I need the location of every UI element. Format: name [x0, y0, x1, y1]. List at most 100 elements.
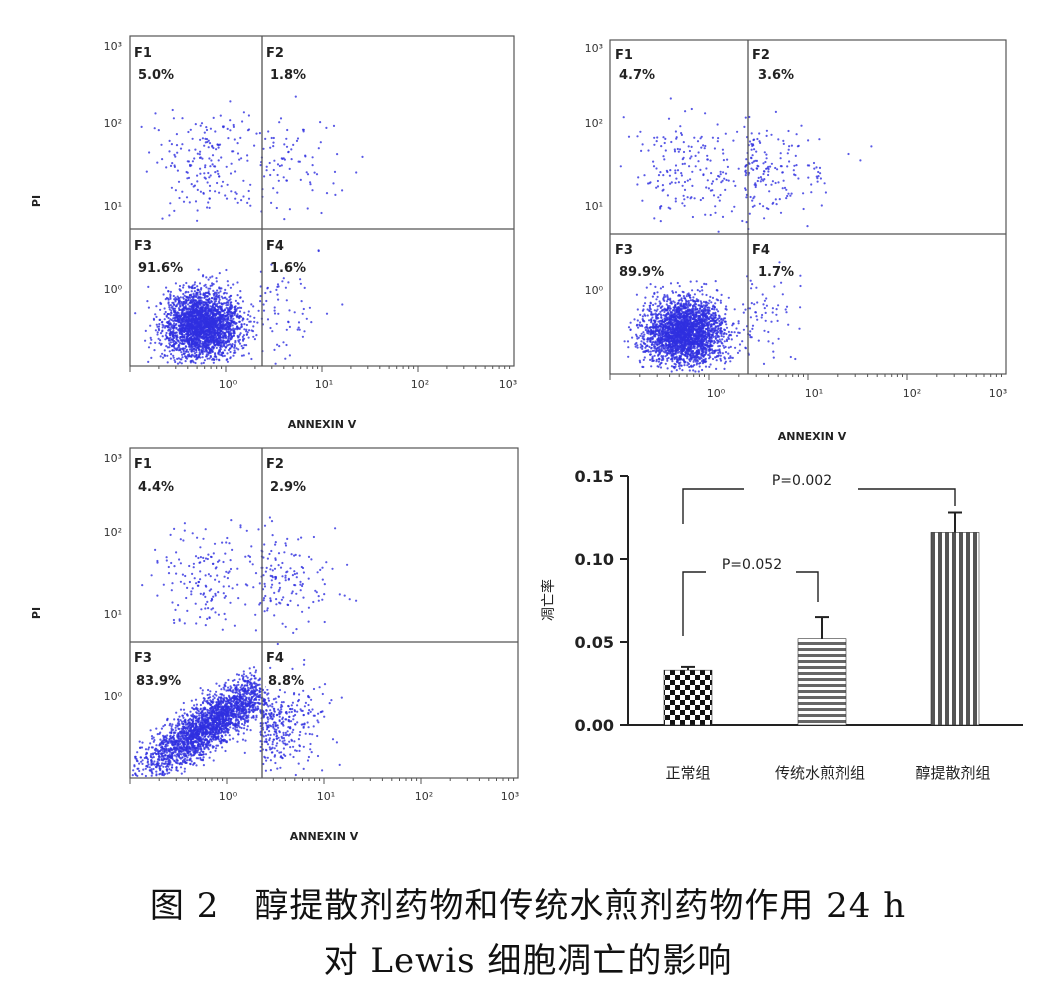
event-dot	[655, 298, 658, 301]
event-dot	[712, 315, 715, 318]
event-dot	[211, 318, 214, 321]
event-dot	[207, 308, 210, 311]
event-dot	[197, 299, 200, 302]
event-dot	[657, 337, 660, 340]
event-dot	[160, 342, 163, 345]
event-dot	[332, 124, 336, 127]
event-dot	[192, 332, 195, 335]
event-dot	[167, 316, 170, 320]
event-dot	[165, 331, 168, 335]
event-dot	[230, 190, 233, 193]
event-dot	[704, 327, 708, 330]
event-dot	[204, 312, 207, 315]
event-dot	[204, 307, 207, 310]
event-dot	[172, 294, 175, 298]
event-dot	[653, 354, 656, 357]
event-dot	[157, 129, 160, 132]
event-dot	[180, 320, 183, 323]
event-dot	[236, 281, 239, 284]
event-dot	[216, 181, 219, 185]
event-dot	[227, 284, 230, 287]
event-dot	[215, 324, 218, 327]
event-dot	[675, 369, 678, 372]
event-dot	[169, 322, 172, 325]
event-dot	[259, 300, 262, 303]
event-dot	[186, 311, 189, 314]
event-dot	[205, 126, 208, 129]
event-dot	[282, 277, 285, 280]
event-dot	[164, 298, 167, 301]
event-dot	[238, 158, 241, 161]
event-dot	[713, 339, 716, 343]
event-dot	[190, 286, 194, 289]
event-dot	[693, 305, 696, 308]
event-dot	[273, 312, 277, 315]
event-dot	[298, 328, 301, 331]
event-dot	[245, 344, 248, 347]
event-dot	[187, 291, 190, 294]
event-dot	[246, 331, 249, 334]
event-dot	[219, 287, 222, 290]
event-dot	[332, 182, 335, 185]
event-dot	[195, 356, 198, 359]
event-dot	[194, 343, 197, 346]
event-dot	[203, 359, 206, 362]
event-dot	[175, 305, 178, 308]
event-dot	[239, 332, 242, 335]
event-dot	[170, 143, 173, 146]
event-dot	[209, 165, 212, 168]
event-dot	[247, 352, 250, 355]
event-dot	[229, 317, 233, 320]
event-dot	[288, 208, 291, 211]
y-tick-label-1: 10¹	[104, 200, 122, 213]
event-dot	[230, 162, 233, 165]
event-dot	[193, 287, 196, 290]
event-dot	[666, 359, 669, 362]
event-dot	[711, 357, 715, 361]
event-dot	[258, 132, 261, 135]
event-dot	[680, 364, 683, 367]
event-dot	[159, 332, 163, 335]
event-dot	[205, 340, 208, 343]
event-dot	[189, 128, 192, 131]
event-dot	[235, 192, 238, 195]
event-dot	[200, 350, 203, 354]
event-dot	[168, 139, 171, 142]
event-dot	[241, 120, 244, 123]
event-dot	[277, 179, 280, 182]
event-dot	[719, 354, 722, 357]
event-dot	[247, 197, 251, 200]
event-dot	[248, 329, 251, 332]
event-dot	[302, 307, 305, 311]
event-dot	[660, 306, 663, 309]
event-dot	[715, 308, 718, 311]
event-dot	[169, 341, 173, 344]
event-dot	[704, 334, 707, 338]
event-dot	[206, 343, 209, 346]
event-dot	[206, 323, 209, 326]
event-dot	[200, 342, 203, 345]
event-dot	[205, 355, 208, 358]
event-dot	[209, 174, 212, 177]
event-dot	[226, 360, 229, 363]
event-dot	[305, 317, 308, 320]
event-dot	[229, 327, 232, 330]
event-dot	[225, 331, 228, 334]
event-dot	[695, 363, 698, 366]
event-dot	[294, 95, 297, 98]
event-dot	[682, 302, 686, 305]
event-dot	[187, 350, 190, 353]
event-dot	[180, 351, 183, 354]
event-dot	[206, 295, 209, 298]
event-dot	[194, 361, 197, 365]
event-dot	[199, 296, 202, 300]
event-dot	[661, 285, 665, 288]
event-dot	[185, 350, 188, 353]
event-dot	[183, 294, 186, 297]
event-dot	[325, 192, 329, 195]
event-dot	[209, 309, 212, 312]
event-dot	[232, 123, 235, 127]
event-dot	[161, 217, 164, 220]
x-axis-label: ANNEXIN V	[288, 418, 357, 431]
event-dot	[173, 153, 176, 156]
